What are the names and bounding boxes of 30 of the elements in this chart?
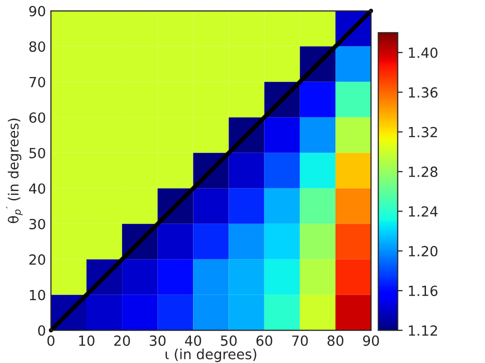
x-tick-label: 60 xyxy=(256,335,272,346)
x-tick-label: 50 xyxy=(220,335,237,346)
x-tick-label: 10 xyxy=(79,335,94,346)
y-tick-label: 30 xyxy=(29,218,46,230)
x-tick-label: 90 xyxy=(363,335,379,346)
x-tick-label: 20 xyxy=(114,335,130,346)
color-bar-label: 1.32 xyxy=(408,126,437,138)
color-bar-label: 1.28 xyxy=(408,166,438,178)
y-tick-label: 50 xyxy=(29,148,46,158)
color-bar-label: 1.12 xyxy=(408,325,437,336)
y-tick-label: 60 xyxy=(29,112,46,123)
y-tick-label: 90 xyxy=(29,6,46,16)
color-bar-label: 1.40 xyxy=(408,47,438,58)
x-tick-label: 0 xyxy=(47,335,54,346)
color-bar-label: 1.36 xyxy=(408,87,438,98)
y-tick-label: 0 xyxy=(38,325,46,336)
color-bar-label: 1.24 xyxy=(408,206,438,217)
color-bar-label: 1.20 xyxy=(408,246,438,256)
y-axis-title: θ$_{p}$$^{′}$ (in degrees) xyxy=(6,118,23,224)
x-tick-label: 80 xyxy=(328,335,344,346)
x-tick-label: 30 xyxy=(150,335,166,346)
x-axis-title: ι (in degrees) xyxy=(166,348,256,362)
y-tick-label: 70 xyxy=(30,76,46,88)
y-tick-label: 10 xyxy=(30,290,46,300)
y-tick-label: 20 xyxy=(29,254,46,265)
y-tick-label: 40 xyxy=(29,183,46,194)
x-tick-label: 70 xyxy=(292,335,308,346)
color-bar-label: 1.16 xyxy=(408,286,438,296)
y-tick-label: 80 xyxy=(29,41,46,52)
x-tick-label: 40 xyxy=(185,335,202,346)
